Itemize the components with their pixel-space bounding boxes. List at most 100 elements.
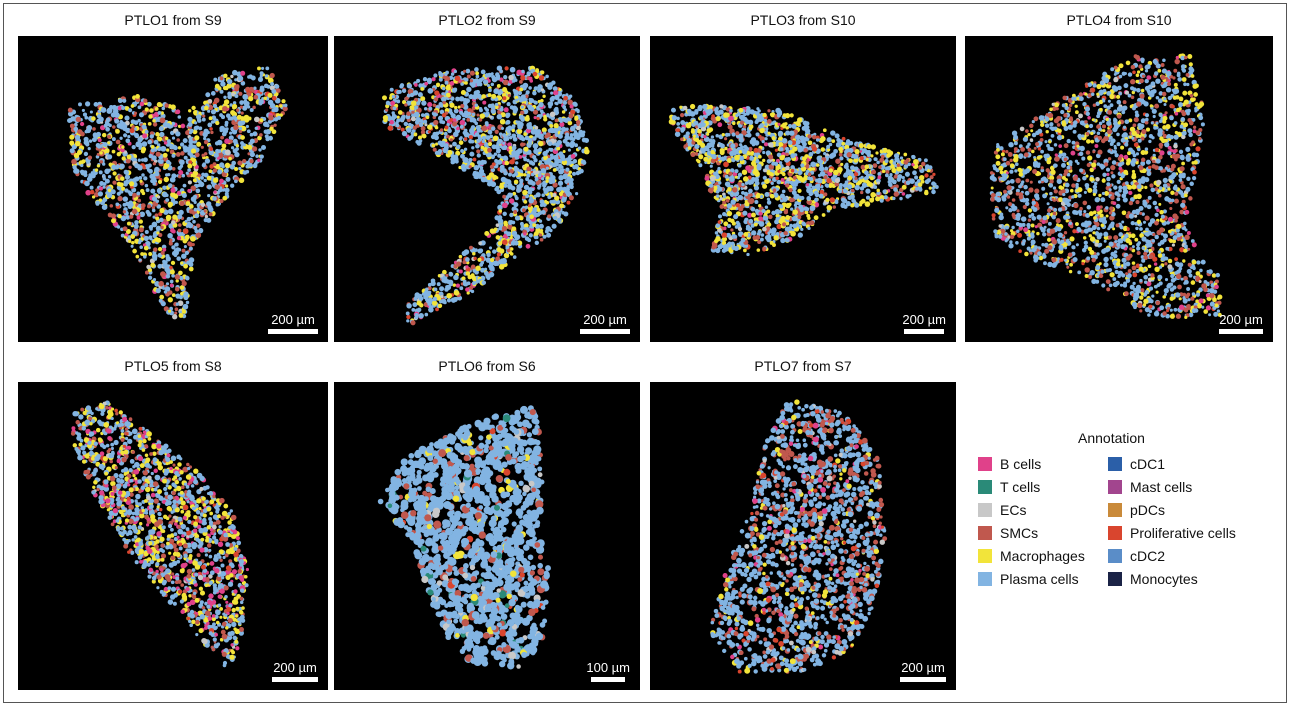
cell-dot <box>178 270 183 276</box>
cell-dot <box>169 265 173 270</box>
cell-dot <box>820 136 826 142</box>
cell-dot <box>496 247 502 253</box>
cell-dot <box>511 124 516 129</box>
cell-dot <box>727 186 732 192</box>
cell-dot <box>192 161 197 167</box>
cell-dot <box>797 215 802 220</box>
cell-dot <box>818 165 825 172</box>
cell-dot <box>711 114 715 118</box>
cell-dot <box>735 131 740 136</box>
cell-dot <box>804 210 809 215</box>
cell-dot <box>89 110 93 114</box>
cell-dot <box>489 164 494 169</box>
cell-dot <box>556 217 562 223</box>
tissue-panel-ptlo1: 200 µm <box>18 36 328 342</box>
cell-dot <box>236 108 240 112</box>
scale-line <box>268 329 318 334</box>
cell-dot <box>464 81 468 85</box>
cell-dot <box>476 83 480 87</box>
cell-dot <box>267 77 274 84</box>
cell-dot <box>235 144 240 148</box>
cell-dot <box>782 222 787 227</box>
cell-dot <box>676 122 681 126</box>
cell-dot <box>458 165 462 170</box>
cell-dot <box>122 210 127 214</box>
cell-dot <box>828 142 833 147</box>
cell-dot <box>226 78 233 85</box>
cell-dot <box>523 223 529 229</box>
cell-dot <box>553 215 558 221</box>
cell-dot <box>224 162 231 169</box>
cell-dot <box>434 90 440 96</box>
cell-dot <box>154 281 160 287</box>
cell-dot <box>834 178 840 184</box>
cell-dot <box>179 159 185 166</box>
cell-dot <box>553 90 559 96</box>
cell-dot <box>734 175 738 179</box>
cell-dot <box>775 143 779 147</box>
cell-dot <box>541 177 545 181</box>
cell-dot <box>219 125 225 132</box>
cell-dot <box>501 92 507 98</box>
cell-dot <box>85 189 92 196</box>
cell-dot <box>517 90 523 96</box>
cell-dot <box>570 125 576 132</box>
cell-dot <box>87 147 91 151</box>
cell-dot <box>437 303 443 308</box>
cell-dot <box>173 145 178 151</box>
cell-dot <box>495 185 500 190</box>
cell-dot <box>844 180 849 185</box>
cell-dot <box>749 109 755 115</box>
cell-dot <box>396 99 401 104</box>
cell-dot <box>465 265 469 269</box>
cell-dot <box>143 235 149 242</box>
cell-dot <box>198 228 204 234</box>
cell-dot <box>490 82 495 87</box>
cell-dot <box>207 193 211 198</box>
cell-dot <box>715 247 721 254</box>
cell-dot <box>819 171 826 177</box>
cell-dot <box>830 152 837 158</box>
cell-dot <box>152 215 156 219</box>
cell-dot <box>779 204 784 209</box>
cell-dot <box>778 161 783 165</box>
cell-dot <box>140 158 145 162</box>
cell-dot <box>718 214 722 219</box>
cell-dot <box>467 108 471 112</box>
cell-dot <box>811 167 816 171</box>
panel-title-ptlo4: PTLO4 from S10 <box>1066 12 1172 28</box>
cell-dot <box>783 209 789 215</box>
cell-dot <box>472 268 477 273</box>
cell-dot <box>147 139 153 145</box>
cell-dot <box>482 146 488 152</box>
cell-dot <box>766 197 770 201</box>
cell-dot <box>249 158 254 164</box>
cell-dot <box>538 140 544 147</box>
cell-dot <box>764 178 770 184</box>
cell-dot <box>126 154 132 160</box>
cell-dot <box>502 79 509 86</box>
cell-dot <box>101 132 107 138</box>
cell-dot <box>719 142 724 147</box>
cell-dot <box>733 214 739 220</box>
cell-dot <box>230 74 234 79</box>
cell-dot <box>562 104 567 109</box>
cell-dot <box>233 124 239 131</box>
cell-dot <box>535 129 541 136</box>
cell-dot <box>865 188 871 194</box>
tissue-panel-ptlo2: 200 µm <box>334 36 640 342</box>
cell-dot <box>136 191 141 196</box>
cell-dot <box>762 183 768 189</box>
cell-dot <box>889 173 893 177</box>
cell-dot <box>120 147 125 153</box>
cell-dot <box>750 151 755 155</box>
cell-dot <box>432 300 438 306</box>
cell-dot <box>513 165 518 170</box>
cell-dot <box>567 159 573 165</box>
cell-dot <box>504 160 510 166</box>
cell-dot <box>499 164 505 170</box>
cell-dot <box>95 200 100 206</box>
cell-dot <box>719 197 723 201</box>
cell-dot <box>701 149 706 154</box>
cell-dot <box>230 146 235 150</box>
